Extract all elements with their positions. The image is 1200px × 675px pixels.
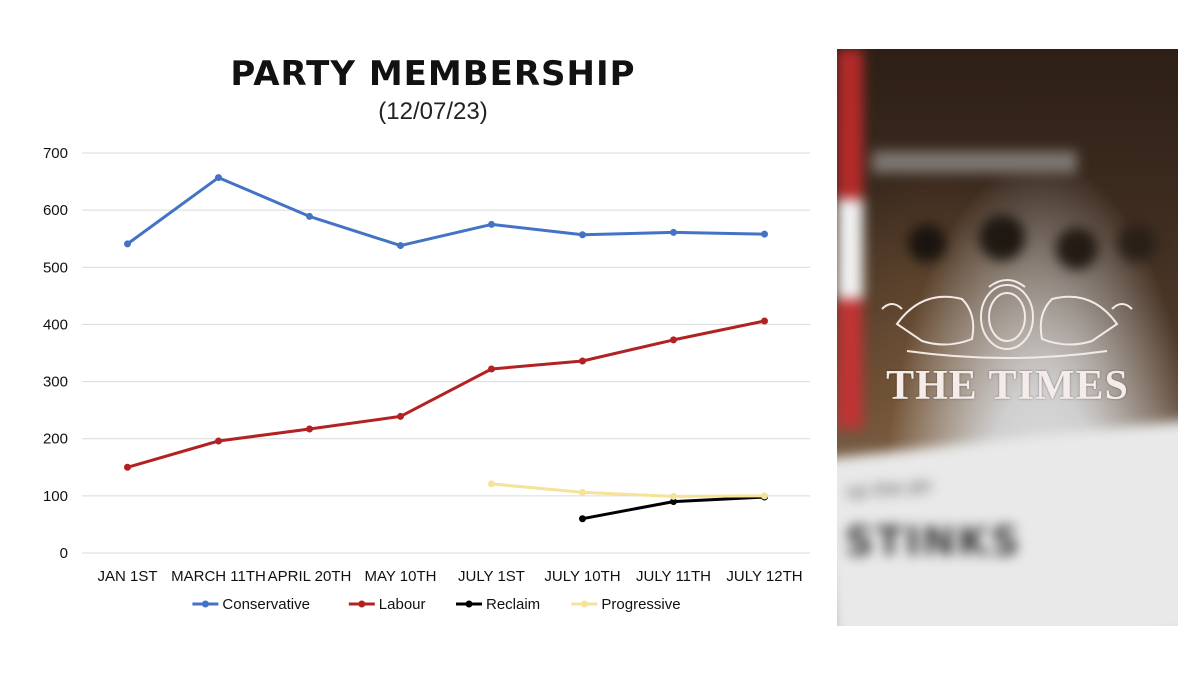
x-tick-label: JULY 12TH	[726, 568, 802, 585]
data-point	[488, 365, 495, 373]
x-tick-label: MARCH 11TH	[171, 568, 266, 585]
data-point	[579, 515, 586, 523]
times-photo: lol the po STINKS THE TIMES	[837, 49, 1178, 626]
y-tick-label: 600	[43, 202, 68, 219]
chart-title: PARTY MEMBERSHIP	[230, 54, 636, 94]
y-axis-ticks: 0 100 200 300 400 500 600 700	[43, 145, 68, 562]
data-point	[761, 230, 768, 238]
data-point	[670, 228, 677, 236]
data-point	[761, 492, 768, 500]
flag-stripe	[837, 199, 863, 299]
data-point	[306, 212, 313, 220]
data-point	[670, 498, 677, 506]
data-point	[670, 336, 677, 344]
y-tick-label: 300	[43, 374, 68, 391]
data-point	[306, 425, 313, 433]
x-tick-label: MAY 10TH	[365, 568, 437, 585]
chart-subtitle: (12/07/23)	[378, 98, 488, 125]
y-tick-label: 400	[43, 316, 68, 333]
legend-label: Progressive	[601, 596, 680, 613]
legend-item: Conservative	[192, 596, 310, 613]
series-line	[491, 482, 765, 498]
gridlines	[82, 152, 810, 554]
times-logo: THE TIMES	[886, 363, 1129, 409]
x-tick-label: JULY 1ST	[458, 568, 525, 585]
legend-item: Reclaim	[456, 596, 540, 613]
y-tick-label: 100	[43, 488, 68, 505]
series-conservative	[124, 174, 768, 250]
data-point	[215, 174, 222, 182]
series-progressive	[488, 480, 768, 500]
data-point	[579, 488, 586, 496]
flag-stripe	[837, 299, 863, 429]
data-point	[124, 463, 131, 471]
legend-item: Labour	[348, 596, 426, 613]
data-point	[397, 412, 404, 420]
x-tick-label: JULY 11TH	[636, 568, 711, 585]
series-line	[127, 319, 765, 469]
legend: Conservative Labour Reclaim Progressive	[192, 596, 681, 613]
legend-label: Reclaim	[486, 596, 540, 613]
data-point	[124, 240, 131, 248]
data-point	[761, 317, 768, 325]
series-line	[126, 176, 765, 248]
data-point	[670, 492, 677, 500]
legend-marker	[201, 600, 209, 608]
data-point	[488, 480, 495, 488]
crowd	[867, 199, 1167, 309]
x-tick-label: JAN 1ST	[97, 568, 157, 585]
series-labour	[124, 317, 768, 471]
data-point	[579, 357, 586, 365]
x-tick-label: APRIL 20TH	[268, 568, 352, 585]
y-tick-label: 200	[43, 431, 68, 448]
legend-item: Progressive	[571, 596, 681, 613]
data-point	[579, 231, 586, 239]
x-tick-label: JULY 10TH	[544, 568, 620, 585]
y-tick-label: 700	[43, 145, 68, 162]
series-lines	[124, 174, 768, 523]
legend-marker	[358, 600, 366, 608]
data-point	[215, 437, 222, 445]
legend-label: Conservative	[222, 596, 310, 613]
data-point	[488, 220, 495, 228]
blurred-background: lol the po STINKS	[837, 49, 1178, 626]
legend-marker	[465, 600, 473, 608]
y-tick-label: 500	[43, 259, 68, 276]
x-axis-ticks: JAN 1ST MARCH 11TH APRIL 20TH MAY 10TH JULY …	[97, 568, 802, 585]
flag-stripe	[837, 49, 863, 199]
legend-label: Labour	[379, 596, 426, 613]
banner	[872, 151, 1077, 173]
y-tick-label: 0	[60, 545, 68, 562]
line-chart: 0 100 200 300 400 500 600 700 JAN 1ST MARCH 11TH…	[43, 145, 810, 613]
crest-icon	[881, 279, 1133, 359]
data-point	[397, 242, 404, 250]
legend-marker	[580, 600, 588, 608]
paper-text-large: STINKS	[845, 519, 1022, 565]
